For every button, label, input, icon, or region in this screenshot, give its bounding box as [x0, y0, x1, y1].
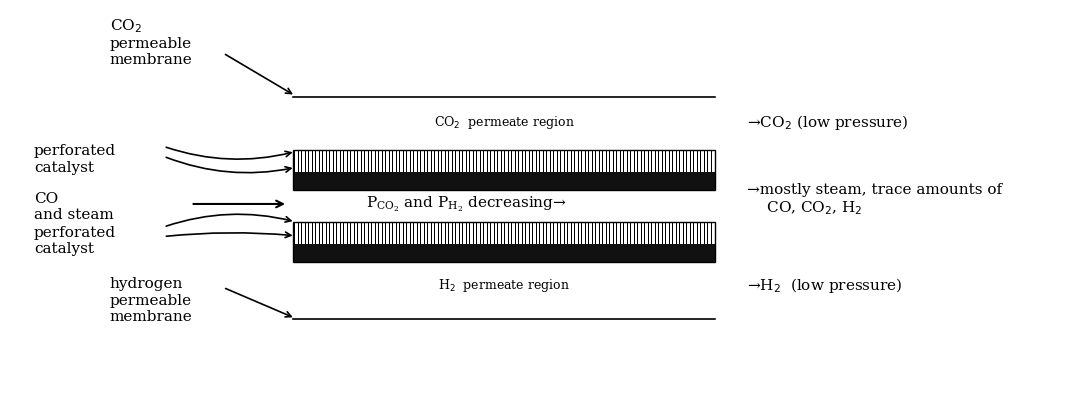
Text: →CO$_2$ (low pressure): →CO$_2$ (low pressure)	[748, 113, 909, 132]
Bar	[294, 222, 715, 262]
Text: perforated
catalyst: perforated catalyst	[34, 226, 116, 256]
Bar	[294, 222, 715, 244]
Text: →mostly steam, trace amounts of
    CO, CO$_2$, H$_2$: →mostly steam, trace amounts of CO, CO$_…	[748, 183, 1003, 217]
Text: perforated
catalyst: perforated catalyst	[34, 144, 116, 174]
Text: CO$_2$  permeate region: CO$_2$ permeate region	[434, 114, 575, 131]
Text: CO$_2$
permeable
membrane: CO$_2$ permeable membrane	[109, 17, 192, 67]
Text: →H$_2$  (low pressure): →H$_2$ (low pressure)	[748, 276, 903, 295]
Text: H$_2$  permeate region: H$_2$ permeate region	[438, 277, 570, 294]
Bar	[294, 172, 715, 190]
Bar	[294, 150, 715, 190]
Text: CO
and steam: CO and steam	[34, 192, 114, 222]
Bar	[294, 244, 715, 262]
Text: hydrogen
permeable
membrane: hydrogen permeable membrane	[109, 278, 192, 324]
Bar	[294, 150, 715, 172]
Text: P$_{\mathregular{CO_2}}$ and P$_{\mathregular{H_2}}$ decreasing→: P$_{\mathregular{CO_2}}$ and P$_{\mathre…	[366, 194, 567, 214]
